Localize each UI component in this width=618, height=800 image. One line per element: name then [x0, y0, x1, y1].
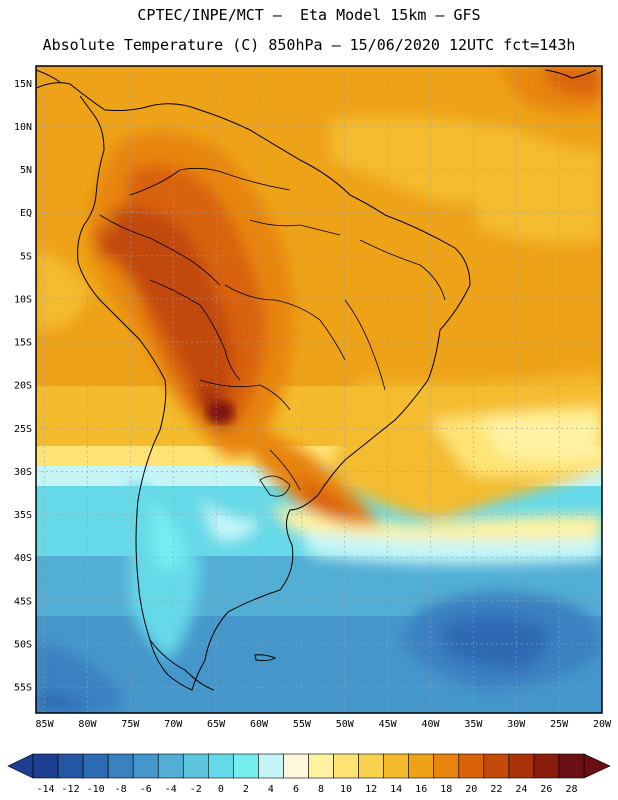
country-borders	[99, 167, 446, 497]
colorbar-label: 14	[390, 784, 402, 795]
lat-tick-label: 25S	[14, 424, 32, 435]
lat-tick-label: 5N	[20, 165, 32, 176]
lon-tick-label: 40W	[421, 719, 440, 730]
graticule	[36, 66, 602, 713]
colorbar-label: 22	[490, 784, 502, 795]
colorbar-label: 16	[415, 784, 427, 795]
lon-tick-label: 55W	[293, 719, 312, 730]
colorbar-cell	[182, 753, 209, 779]
lon-tick-label: 70W	[164, 719, 183, 730]
colorbar-label: -8	[115, 784, 127, 795]
colorbar-cell	[32, 753, 59, 779]
lat-tick-label: 10N	[14, 122, 32, 133]
colorbar-cell	[308, 753, 334, 779]
colorbar-label: -14	[36, 784, 54, 795]
lat-tick-label: 15N	[14, 79, 32, 90]
colorbar-cell	[558, 753, 585, 779]
map-frame	[35, 65, 603, 714]
colorbar-label: -6	[140, 784, 152, 795]
lat-tick-label: 45S	[14, 596, 32, 607]
colorbar-cell	[533, 753, 560, 779]
lon-tick-label: 20W	[593, 719, 612, 730]
colorbar-label: -12	[62, 784, 80, 795]
colorbar-label: 24	[515, 784, 527, 795]
lon-tick-label: 30W	[507, 719, 526, 730]
colorbar-label: 20	[465, 784, 477, 795]
colorbar-cell	[157, 753, 184, 779]
lon-tick-label: 75W	[121, 719, 140, 730]
lat-tick-label: 35S	[14, 510, 32, 521]
lon-tick-label: 35W	[464, 719, 483, 730]
colorbar-cell	[458, 753, 485, 779]
colorbar-label: 10	[340, 784, 352, 795]
colorbar-label: -10	[87, 784, 105, 795]
coastlines	[36, 69, 597, 691]
colorbar-label: 18	[440, 784, 452, 795]
lat-tick-label: 20S	[14, 381, 32, 392]
colorbar-cell	[208, 753, 234, 779]
lat-tick-label: EQ	[20, 208, 32, 219]
colorbar-cell	[258, 753, 284, 779]
colorbar-label: 6	[293, 784, 299, 795]
colorbar-high-arrow	[583, 753, 611, 779]
lon-tick-label: 50W	[336, 719, 355, 730]
lon-tick-label: 65W	[207, 719, 226, 730]
colorbar-label: 8	[318, 784, 324, 795]
colorbar-cell	[333, 753, 359, 779]
colorbar-cell	[132, 753, 159, 779]
colorbar-label: 26	[540, 784, 552, 795]
colorbar-label: -2	[190, 784, 202, 795]
colorbar-label: 0	[218, 784, 224, 795]
colorbar-label: 28	[565, 784, 577, 795]
colorbar-cell	[408, 753, 435, 779]
colorbar-cell	[483, 753, 510, 779]
colorbar-cell	[433, 753, 460, 779]
colorbar-low-arrow	[7, 753, 34, 779]
lat-tick-label: 5S	[20, 251, 32, 262]
latitude-axis: 15N 10N 5N EQ 5S 10S 15S 20S 25S 30S 35S 40S 45S 50S 5…	[14, 79, 32, 694]
map-title-line1: CPTEC/INPE/MCT – Eta Model 15km – GFS	[137, 6, 481, 24]
lon-tick-label: 25W	[550, 719, 569, 730]
colorbar: -14 -12 -10 -8 -6 -4 -2 0 2 4 6 8 10 12 14 16 18 20 22 24 26…	[7, 753, 611, 795]
temperature-field	[36, 66, 602, 713]
lon-tick-label: 45W	[379, 719, 398, 730]
colorbar-label: -4	[165, 784, 177, 795]
lat-tick-label: 40S	[14, 553, 32, 564]
temperature-map: 15N 10N 5N EQ 5S 10S 15S 20S 25S 30S 35S 40S 45S 50S 5…	[14, 65, 612, 730]
lat-tick-label: 50S	[14, 639, 32, 650]
lat-tick-label: 10S	[14, 294, 32, 305]
colorbar-cell	[82, 753, 109, 779]
colorbar-label: 12	[365, 784, 377, 795]
colorbar-cell	[358, 753, 384, 779]
lat-tick-label: 15S	[14, 338, 32, 349]
map-title-line2: Absolute Temperature (C) 850hPa – 15/06/…	[42, 36, 576, 54]
colorbar-label: 4	[268, 784, 274, 795]
colorbar-cell	[57, 753, 84, 779]
colorbar-cell	[283, 753, 309, 779]
lat-tick-label: 30S	[14, 467, 32, 478]
lat-tick-label: 55S	[14, 683, 32, 694]
lon-tick-label: 85W	[36, 719, 55, 730]
lon-tick-label: 60W	[250, 719, 269, 730]
colorbar-cell	[508, 753, 535, 779]
colorbar-cell	[107, 753, 134, 779]
colorbar-cell	[233, 753, 259, 779]
colorbar-label: 2	[243, 784, 249, 795]
colorbar-cell	[383, 753, 409, 779]
longitude-axis: 85W 80W 75W 70W 65W 60W 55W 50W 45W 40W 35W 30W 25W 2…	[36, 719, 612, 730]
lon-tick-label: 80W	[78, 719, 97, 730]
